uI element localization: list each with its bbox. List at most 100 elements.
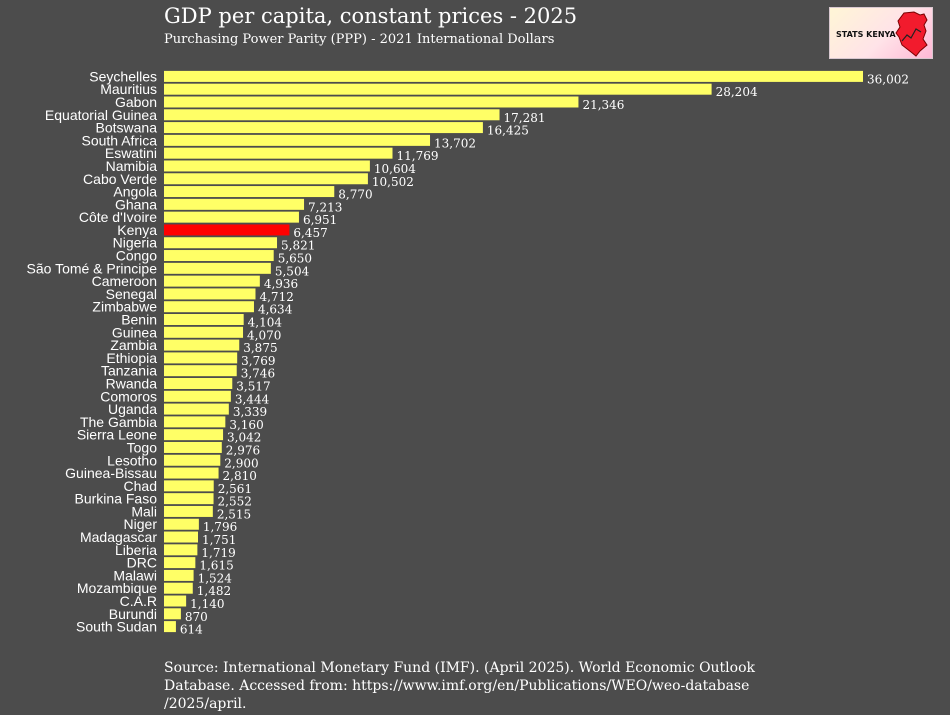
- bar: [164, 595, 187, 607]
- value-label: 10,604: [374, 162, 416, 176]
- value-label: 16,425: [487, 124, 529, 138]
- bar: [164, 557, 196, 569]
- bar: [164, 505, 213, 517]
- value-label: 6,457: [293, 226, 327, 240]
- kenya-map-icon: [895, 11, 928, 57]
- value-label: 2,552: [218, 495, 252, 509]
- bar: [164, 441, 222, 453]
- category-label: Namibia: [106, 158, 158, 174]
- category-label: Zimbabwe: [92, 299, 157, 315]
- value-label: 1,524: [198, 571, 233, 585]
- category-label: C.A.R: [120, 593, 157, 609]
- bar: [164, 314, 244, 326]
- chart-subtitle: Purchasing Power Parity (PPP) - 2021 Int…: [164, 32, 555, 47]
- value-label: 1,751: [202, 533, 236, 547]
- category-label: Guinea-Bissau: [65, 465, 157, 481]
- category-label: Seychelles: [89, 68, 157, 84]
- value-label: 5,821: [281, 239, 315, 253]
- value-label: 4,070: [247, 328, 281, 342]
- bar: [164, 377, 233, 389]
- category-label: South Sudan: [76, 619, 157, 635]
- category-label: Mauritius: [100, 81, 157, 97]
- value-label: 2,515: [217, 507, 251, 521]
- bar: [164, 288, 256, 300]
- bar: [164, 352, 238, 364]
- category-label: Cabo Verde: [83, 171, 157, 187]
- bar: [164, 480, 214, 492]
- category-label: Chad: [124, 478, 157, 494]
- category-label: Malawi: [113, 567, 157, 583]
- value-label: 4,936: [264, 277, 298, 291]
- value-label: 8,770: [338, 188, 372, 202]
- value-label: 1,796: [203, 520, 237, 534]
- value-label: 3,444: [235, 392, 270, 406]
- bar: [164, 96, 579, 108]
- bar: [164, 198, 305, 210]
- bar: [164, 493, 214, 505]
- category-label: São Tomé & Principe: [27, 260, 158, 276]
- category-label: Ethiopia: [106, 350, 157, 366]
- category-label: The Gambia: [80, 414, 157, 430]
- bar: [164, 339, 240, 351]
- bar: [164, 186, 335, 198]
- category-label: Lesotho: [107, 452, 157, 468]
- bar: [164, 416, 226, 428]
- category-label: Benin: [121, 312, 157, 328]
- category-label: Guinea: [112, 324, 157, 340]
- category-label: Rwanda: [106, 375, 158, 391]
- value-label: 5,504: [275, 264, 310, 278]
- bar: [164, 544, 198, 556]
- value-label: 11,769: [397, 149, 439, 163]
- bar: [164, 275, 260, 287]
- category-label: Sierra Leone: [77, 427, 157, 443]
- value-label: 3,160: [229, 418, 263, 432]
- category-label: Nigeria: [113, 235, 158, 251]
- bar: [164, 390, 231, 402]
- value-label: 2,561: [218, 482, 252, 496]
- value-label: 3,746: [241, 367, 275, 381]
- bar: [164, 262, 271, 274]
- value-label: 1,719: [201, 546, 235, 560]
- category-label: Kenya: [117, 222, 157, 238]
- bar: [164, 70, 863, 82]
- bar: [164, 621, 176, 633]
- category-label: Tanzania: [101, 363, 157, 379]
- bar: [164, 83, 712, 95]
- bar: [164, 147, 393, 159]
- bar: [164, 109, 500, 121]
- value-label: 870: [185, 610, 208, 624]
- value-label: 10,502: [372, 175, 414, 189]
- category-label: Mali: [131, 503, 157, 519]
- category-label: Uganda: [108, 401, 157, 417]
- value-label: 2,900: [224, 456, 258, 470]
- category-label: Burkina Faso: [75, 491, 158, 507]
- bar: [164, 608, 181, 620]
- value-label: 21,346: [582, 98, 624, 112]
- value-label: 6,951: [303, 213, 337, 227]
- bar: [164, 518, 199, 530]
- value-label: 4,104: [248, 316, 283, 330]
- source-note: Source: International Monetary Fund (IMF…: [164, 660, 756, 712]
- value-label: 1,482: [197, 584, 231, 598]
- bar: [164, 301, 254, 313]
- chart-title: GDP per capita, constant prices - 2025: [164, 4, 578, 28]
- bar: [164, 403, 229, 415]
- value-label: 2,976: [226, 443, 260, 457]
- bar: [164, 569, 194, 581]
- category-label: Burundi: [109, 606, 157, 622]
- category-label: Gabon: [115, 94, 157, 110]
- category-label: Madagascar: [80, 529, 157, 545]
- value-label: 3,875: [243, 341, 277, 355]
- value-label: 3,339: [233, 405, 267, 419]
- value-label: 614: [180, 623, 203, 637]
- bar-highlight: [164, 224, 290, 236]
- value-label: 1,615: [199, 559, 233, 573]
- value-label: 2,810: [223, 469, 257, 483]
- value-label: 4,634: [258, 303, 293, 317]
- category-label: Côte d'Ivoire: [79, 209, 157, 225]
- bar: [164, 531, 198, 543]
- category-label: Comoros: [100, 388, 157, 404]
- value-label: 3,042: [227, 431, 261, 445]
- value-label: 36,002: [867, 72, 909, 86]
- value-label: 3,769: [241, 354, 275, 368]
